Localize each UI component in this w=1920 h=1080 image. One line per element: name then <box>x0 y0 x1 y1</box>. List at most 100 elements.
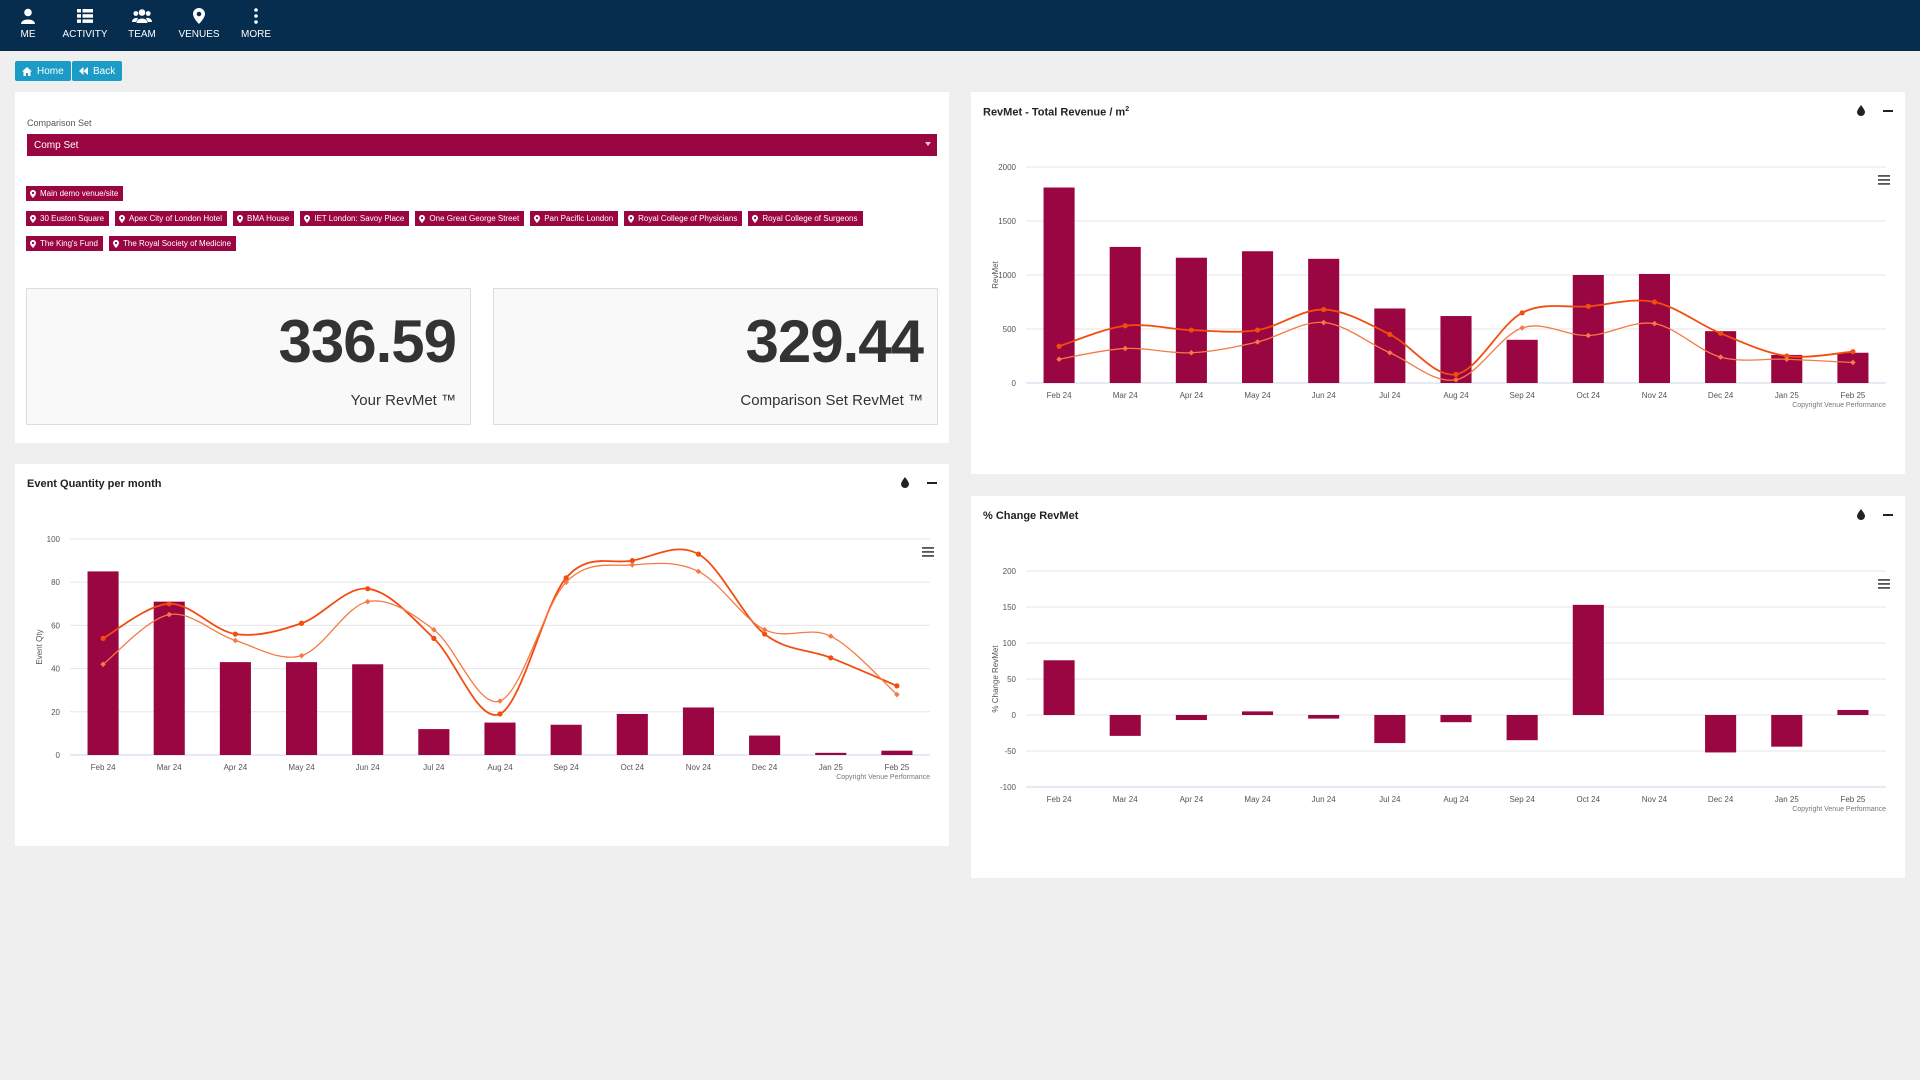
chart-menu-icon[interactable] <box>922 547 934 557</box>
venue-tag[interactable]: Royal College of Physicians <box>624 211 743 226</box>
series-point[interactable] <box>1718 330 1724 336</box>
venue-tag[interactable]: 30 Euston Square <box>26 211 110 226</box>
series-point[interactable] <box>1651 299 1658 305</box>
droplet-icon[interactable] <box>901 477 909 488</box>
series-point[interactable] <box>232 631 238 637</box>
chart-bar[interactable] <box>1572 604 1604 715</box>
series-point[interactable] <box>1122 323 1128 329</box>
chart-bar[interactable] <box>285 662 318 755</box>
chart-bar[interactable] <box>153 601 185 755</box>
chart-bar[interactable] <box>1043 660 1075 715</box>
series-point[interactable] <box>298 652 305 659</box>
series-point[interactable] <box>629 562 636 568</box>
comparison-set-select[interactable]: Comp Set <box>27 134 937 156</box>
series-point[interactable] <box>365 586 371 592</box>
series-point[interactable] <box>1254 339 1261 345</box>
droplet-icon[interactable] <box>1857 105 1865 116</box>
series-point[interactable] <box>166 611 173 618</box>
minimize-icon[interactable] <box>1883 513 1893 517</box>
droplet-icon[interactable] <box>1857 509 1865 520</box>
venue-tag[interactable]: IET London: Savoy Place <box>300 211 410 226</box>
series-point[interactable] <box>166 601 172 607</box>
series-point[interactable] <box>1519 325 1525 331</box>
venue-tag[interactable]: One Great George Street <box>415 211 525 226</box>
minimize-icon[interactable] <box>927 481 937 485</box>
chart-bar[interactable] <box>1109 715 1141 736</box>
series-point[interactable] <box>1056 343 1062 349</box>
series-point[interactable] <box>1254 327 1261 333</box>
series-point[interactable] <box>563 575 569 581</box>
series-point[interactable] <box>1850 349 1856 355</box>
chart-bar[interactable] <box>1837 352 1869 383</box>
venue-tag[interactable]: BMA House <box>233 211 295 226</box>
chart-bar[interactable] <box>1241 251 1274 383</box>
series-point[interactable] <box>1784 353 1790 359</box>
venue-tag-primary[interactable]: Main demo venue/site <box>26 186 124 201</box>
venue-tag[interactable]: Apex City of London Hotel <box>115 211 227 226</box>
chart-bar[interactable] <box>1506 339 1538 383</box>
chart-bar[interactable] <box>1175 715 1207 721</box>
nav-item-team[interactable]: TEAM <box>112 8 172 40</box>
venue-tag[interactable]: Pan Pacific London <box>530 211 619 226</box>
chart-bar[interactable] <box>1572 275 1604 383</box>
series-point[interactable] <box>695 551 702 557</box>
series-point[interactable] <box>1188 327 1194 333</box>
chart-bar[interactable] <box>616 713 648 755</box>
chart-bar[interactable] <box>682 707 715 755</box>
chart-bar[interactable] <box>1638 273 1671 383</box>
chart-bar[interactable] <box>1374 715 1406 744</box>
nav-item-venues[interactable]: VENUES <box>169 8 229 40</box>
series-point[interactable] <box>100 635 106 641</box>
series-point[interactable] <box>1321 306 1327 313</box>
series-point[interactable] <box>1585 332 1592 339</box>
series-point[interactable] <box>1453 371 1459 377</box>
chart-bar[interactable] <box>418 729 450 755</box>
chart-bar[interactable] <box>881 750 913 755</box>
series-point[interactable] <box>695 568 702 575</box>
chart-bar[interactable] <box>1506 715 1538 741</box>
series-point[interactable] <box>1783 356 1790 363</box>
chart-bar[interactable] <box>1241 711 1274 715</box>
series-point[interactable] <box>1850 359 1856 366</box>
chart-bar[interactable] <box>1440 715 1472 723</box>
series-point[interactable] <box>1585 303 1591 309</box>
chart-bar[interactable] <box>1175 257 1207 383</box>
nav-item-me[interactable]: ME <box>0 8 58 40</box>
series-point[interactable] <box>1320 319 1327 326</box>
series-point[interactable] <box>1717 354 1724 360</box>
minimize-icon[interactable] <box>1883 109 1893 113</box>
series-point[interactable] <box>100 661 106 668</box>
chart-bar[interactable] <box>219 662 251 755</box>
chart-menu-icon[interactable] <box>1878 579 1890 589</box>
chart-bar[interactable] <box>1109 246 1141 383</box>
series-point[interactable] <box>828 655 834 661</box>
series-point[interactable] <box>431 635 437 641</box>
home-button[interactable]: Home <box>15 61 71 81</box>
nav-item-more[interactable]: MORE <box>226 8 286 40</box>
series-point[interactable] <box>1387 331 1393 337</box>
series-point[interactable] <box>563 579 569 585</box>
series-point[interactable] <box>1188 349 1195 356</box>
chart-bar[interactable] <box>1837 709 1869 715</box>
series-point[interactable] <box>497 711 503 717</box>
chart-bar[interactable] <box>1308 715 1340 719</box>
series-point[interactable] <box>894 683 900 689</box>
series-point[interactable] <box>1519 310 1525 316</box>
series-point[interactable] <box>497 698 503 704</box>
series-point[interactable] <box>1453 376 1459 383</box>
venue-tag[interactable]: The Royal Society of Medicine <box>109 236 237 251</box>
back-button[interactable]: Back <box>72 61 123 81</box>
series-point[interactable] <box>761 626 768 633</box>
series-point[interactable] <box>762 631 768 637</box>
series-point[interactable] <box>827 633 834 639</box>
series-point[interactable] <box>629 558 635 564</box>
chart-bar[interactable] <box>1705 715 1737 753</box>
venue-tag[interactable]: The King's Fund <box>26 236 104 251</box>
chart-bar[interactable] <box>815 752 847 755</box>
series-point[interactable] <box>1056 356 1062 363</box>
series-point[interactable] <box>894 691 900 698</box>
series-point[interactable] <box>364 598 371 605</box>
chart-bar[interactable] <box>749 735 781 755</box>
chart-bar[interactable] <box>484 722 516 755</box>
chart-bar[interactable] <box>1043 187 1075 383</box>
